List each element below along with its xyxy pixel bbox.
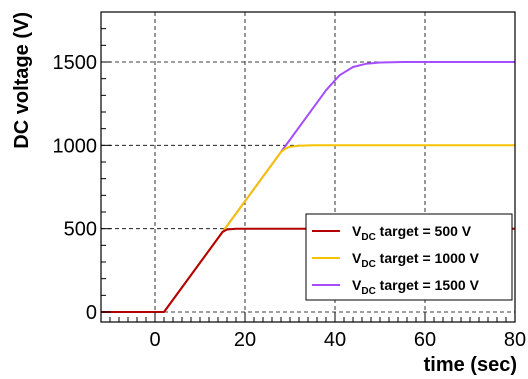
legend-label: VDC target = 500 V	[352, 223, 472, 243]
tick-labels: 0 20 40 60 80 0 500 1000 1500	[53, 52, 527, 351]
legend-label: VDC target = 1000 V	[352, 250, 480, 270]
legend-label: VDC target = 1500 V	[352, 277, 480, 297]
series-lines	[101, 61, 515, 313]
x-axis-title: time (sec)	[424, 354, 517, 376]
y-tick-label: 0	[86, 302, 97, 324]
x-tick-label: 40	[324, 329, 346, 351]
x-tick-label: 60	[414, 329, 436, 351]
y-tick-label: 1500	[53, 52, 98, 74]
x-tick-label: 0	[149, 329, 160, 351]
y-tick-label: 1000	[53, 135, 98, 157]
legend-box	[305, 213, 513, 301]
legend: VDC target = 500 V VDC target = 1000 V VDC…	[305, 213, 513, 301]
series-line	[101, 227, 515, 313]
y-tick-label: 500	[64, 219, 97, 241]
axis-ticks	[101, 28, 516, 322]
y-axis-title: DC voltage (V)	[11, 12, 33, 149]
x-tick-label: 80	[504, 329, 526, 351]
x-tick-label: 20	[234, 329, 256, 351]
